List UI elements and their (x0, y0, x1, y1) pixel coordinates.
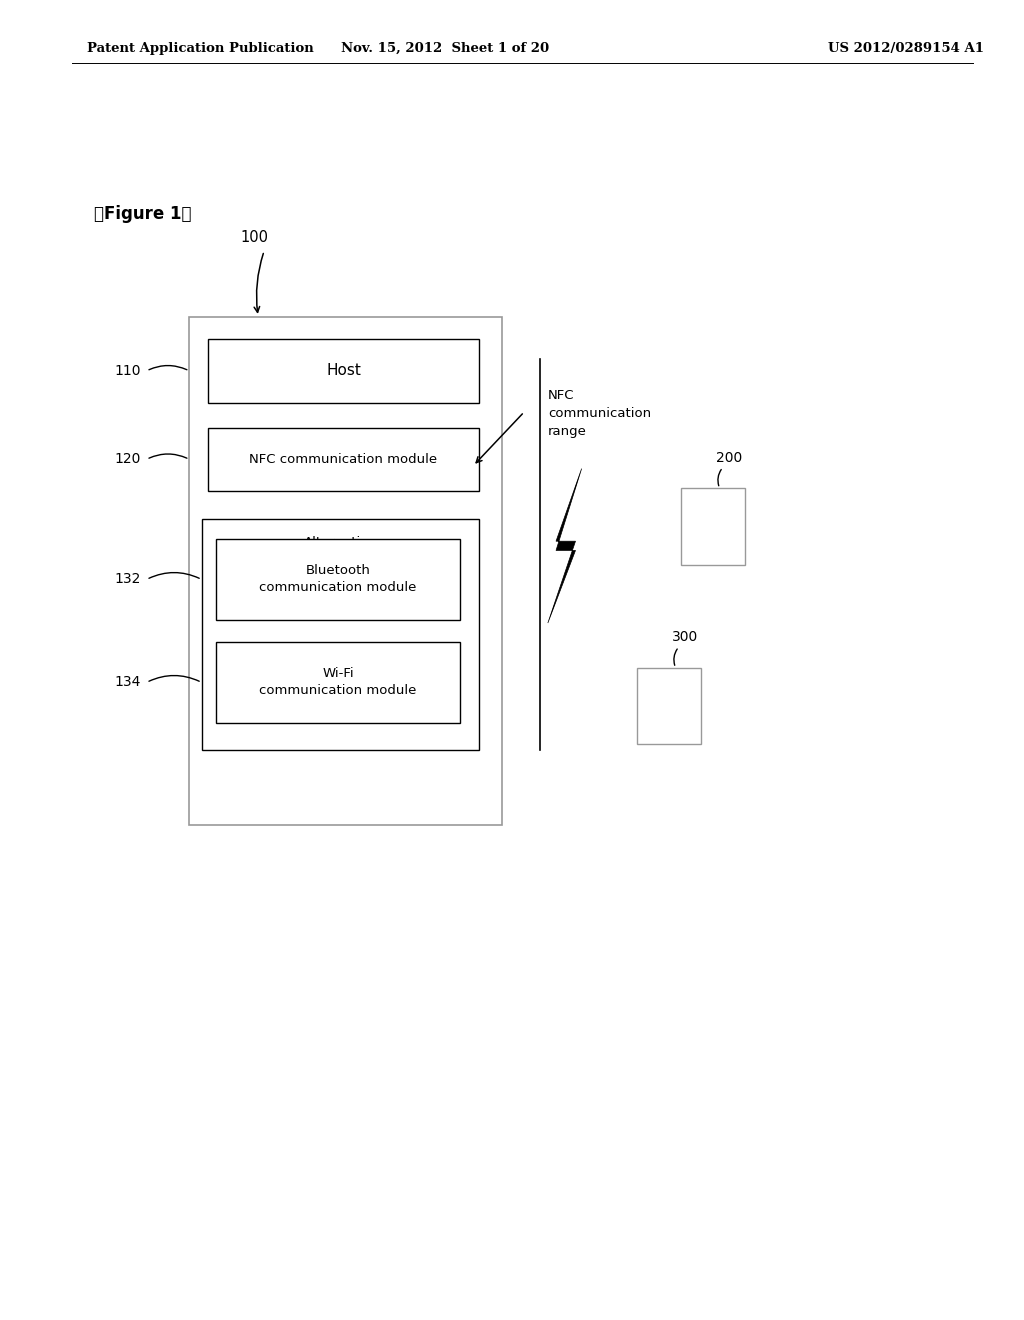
Text: 200: 200 (717, 450, 742, 465)
Text: Wi-Fi
communication module: Wi-Fi communication module (259, 668, 417, 697)
Text: 120: 120 (115, 453, 141, 466)
Text: Alternative
communication carrier: Alternative communication carrier (265, 536, 416, 568)
Text: 132: 132 (115, 573, 141, 586)
FancyBboxPatch shape (208, 339, 479, 403)
FancyBboxPatch shape (189, 317, 502, 825)
Text: 【Figure 1】: 【Figure 1】 (94, 205, 191, 223)
FancyBboxPatch shape (208, 428, 479, 491)
Text: NFC
communication
range: NFC communication range (548, 389, 651, 438)
Text: US 2012/0289154 A1: US 2012/0289154 A1 (828, 42, 984, 54)
Text: 100: 100 (240, 230, 268, 246)
Text: 134: 134 (115, 676, 141, 689)
FancyBboxPatch shape (216, 642, 460, 723)
Text: Nov. 15, 2012  Sheet 1 of 20: Nov. 15, 2012 Sheet 1 of 20 (341, 42, 550, 54)
FancyBboxPatch shape (681, 488, 745, 565)
FancyBboxPatch shape (216, 539, 460, 620)
Text: 300: 300 (673, 630, 698, 644)
FancyBboxPatch shape (202, 519, 479, 750)
Text: Patent Application Publication: Patent Application Publication (87, 42, 313, 54)
Text: Bluetooth
communication module: Bluetooth communication module (259, 565, 417, 594)
FancyBboxPatch shape (637, 668, 701, 744)
Text: Host: Host (326, 363, 361, 379)
Text: 110: 110 (115, 364, 141, 378)
Polygon shape (548, 469, 582, 623)
Text: NFC communication module: NFC communication module (250, 453, 437, 466)
